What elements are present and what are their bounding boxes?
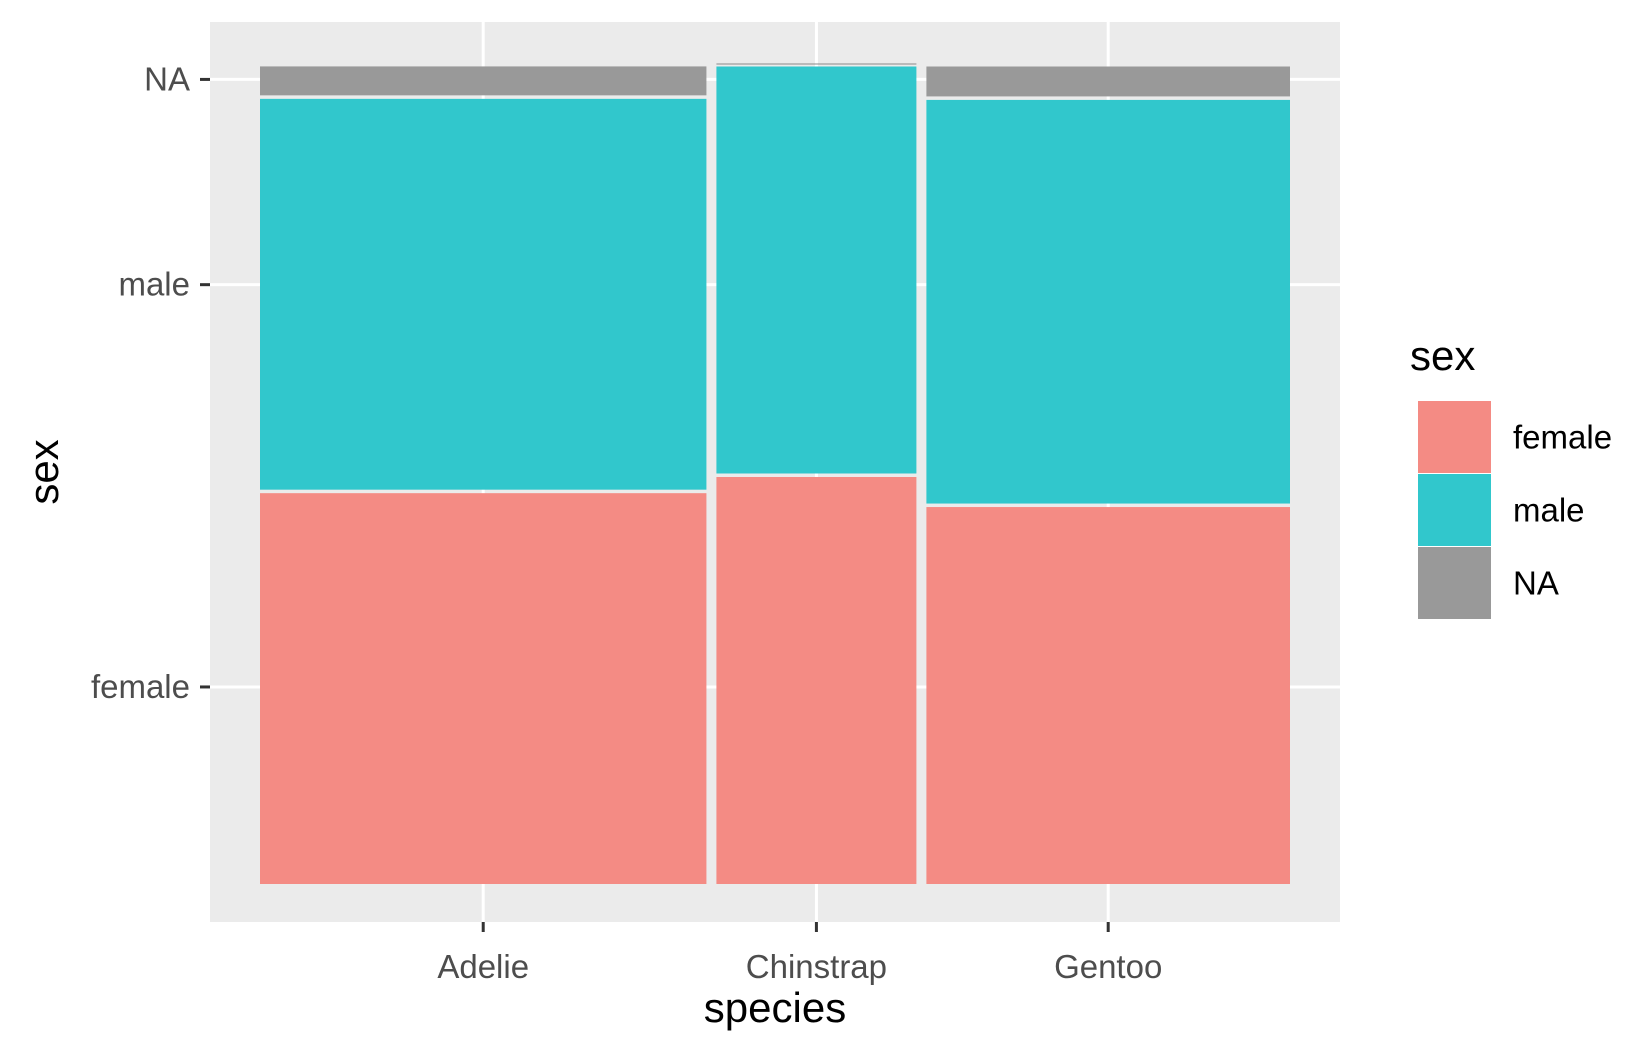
legend-label-male: male — [1513, 492, 1585, 529]
axes: Adelie Chinstrap Gentoo female male NA — [91, 60, 1162, 985]
tile-chinstrap-female — [716, 477, 917, 884]
legend-label-na: NA — [1513, 565, 1559, 602]
x-tick-label-adelie: Adelie — [437, 948, 529, 985]
legend-key-male — [1418, 474, 1491, 546]
tile-gentoo-female — [926, 507, 1290, 884]
y-axis-title: sex — [20, 439, 67, 504]
mosaic-tiles — [260, 63, 1290, 884]
x-tick-label-chinstrap: Chinstrap — [746, 948, 887, 985]
tile-gentoo-male — [926, 99, 1290, 504]
legend: sex female male NA — [1410, 332, 1612, 619]
legend-key-na — [1418, 547, 1491, 619]
tile-adelie-na — [260, 66, 707, 96]
y-tick-label-na: NA — [144, 60, 190, 97]
legend-key-female — [1418, 401, 1491, 473]
x-tick-label-gentoo: Gentoo — [1054, 948, 1162, 985]
tile-chinstrap-male — [716, 66, 917, 474]
tile-gentoo-na — [926, 66, 1290, 97]
legend-label-female: female — [1513, 419, 1612, 456]
tile-adelie-male — [260, 98, 707, 490]
legend-items: female male NA — [1418, 401, 1612, 619]
y-tick-label-male: male — [118, 266, 190, 303]
legend-title: sex — [1410, 332, 1475, 379]
x-axis-title: species — [704, 984, 846, 1031]
y-tick-label-female: female — [91, 668, 190, 705]
tile-adelie-female — [260, 493, 707, 884]
